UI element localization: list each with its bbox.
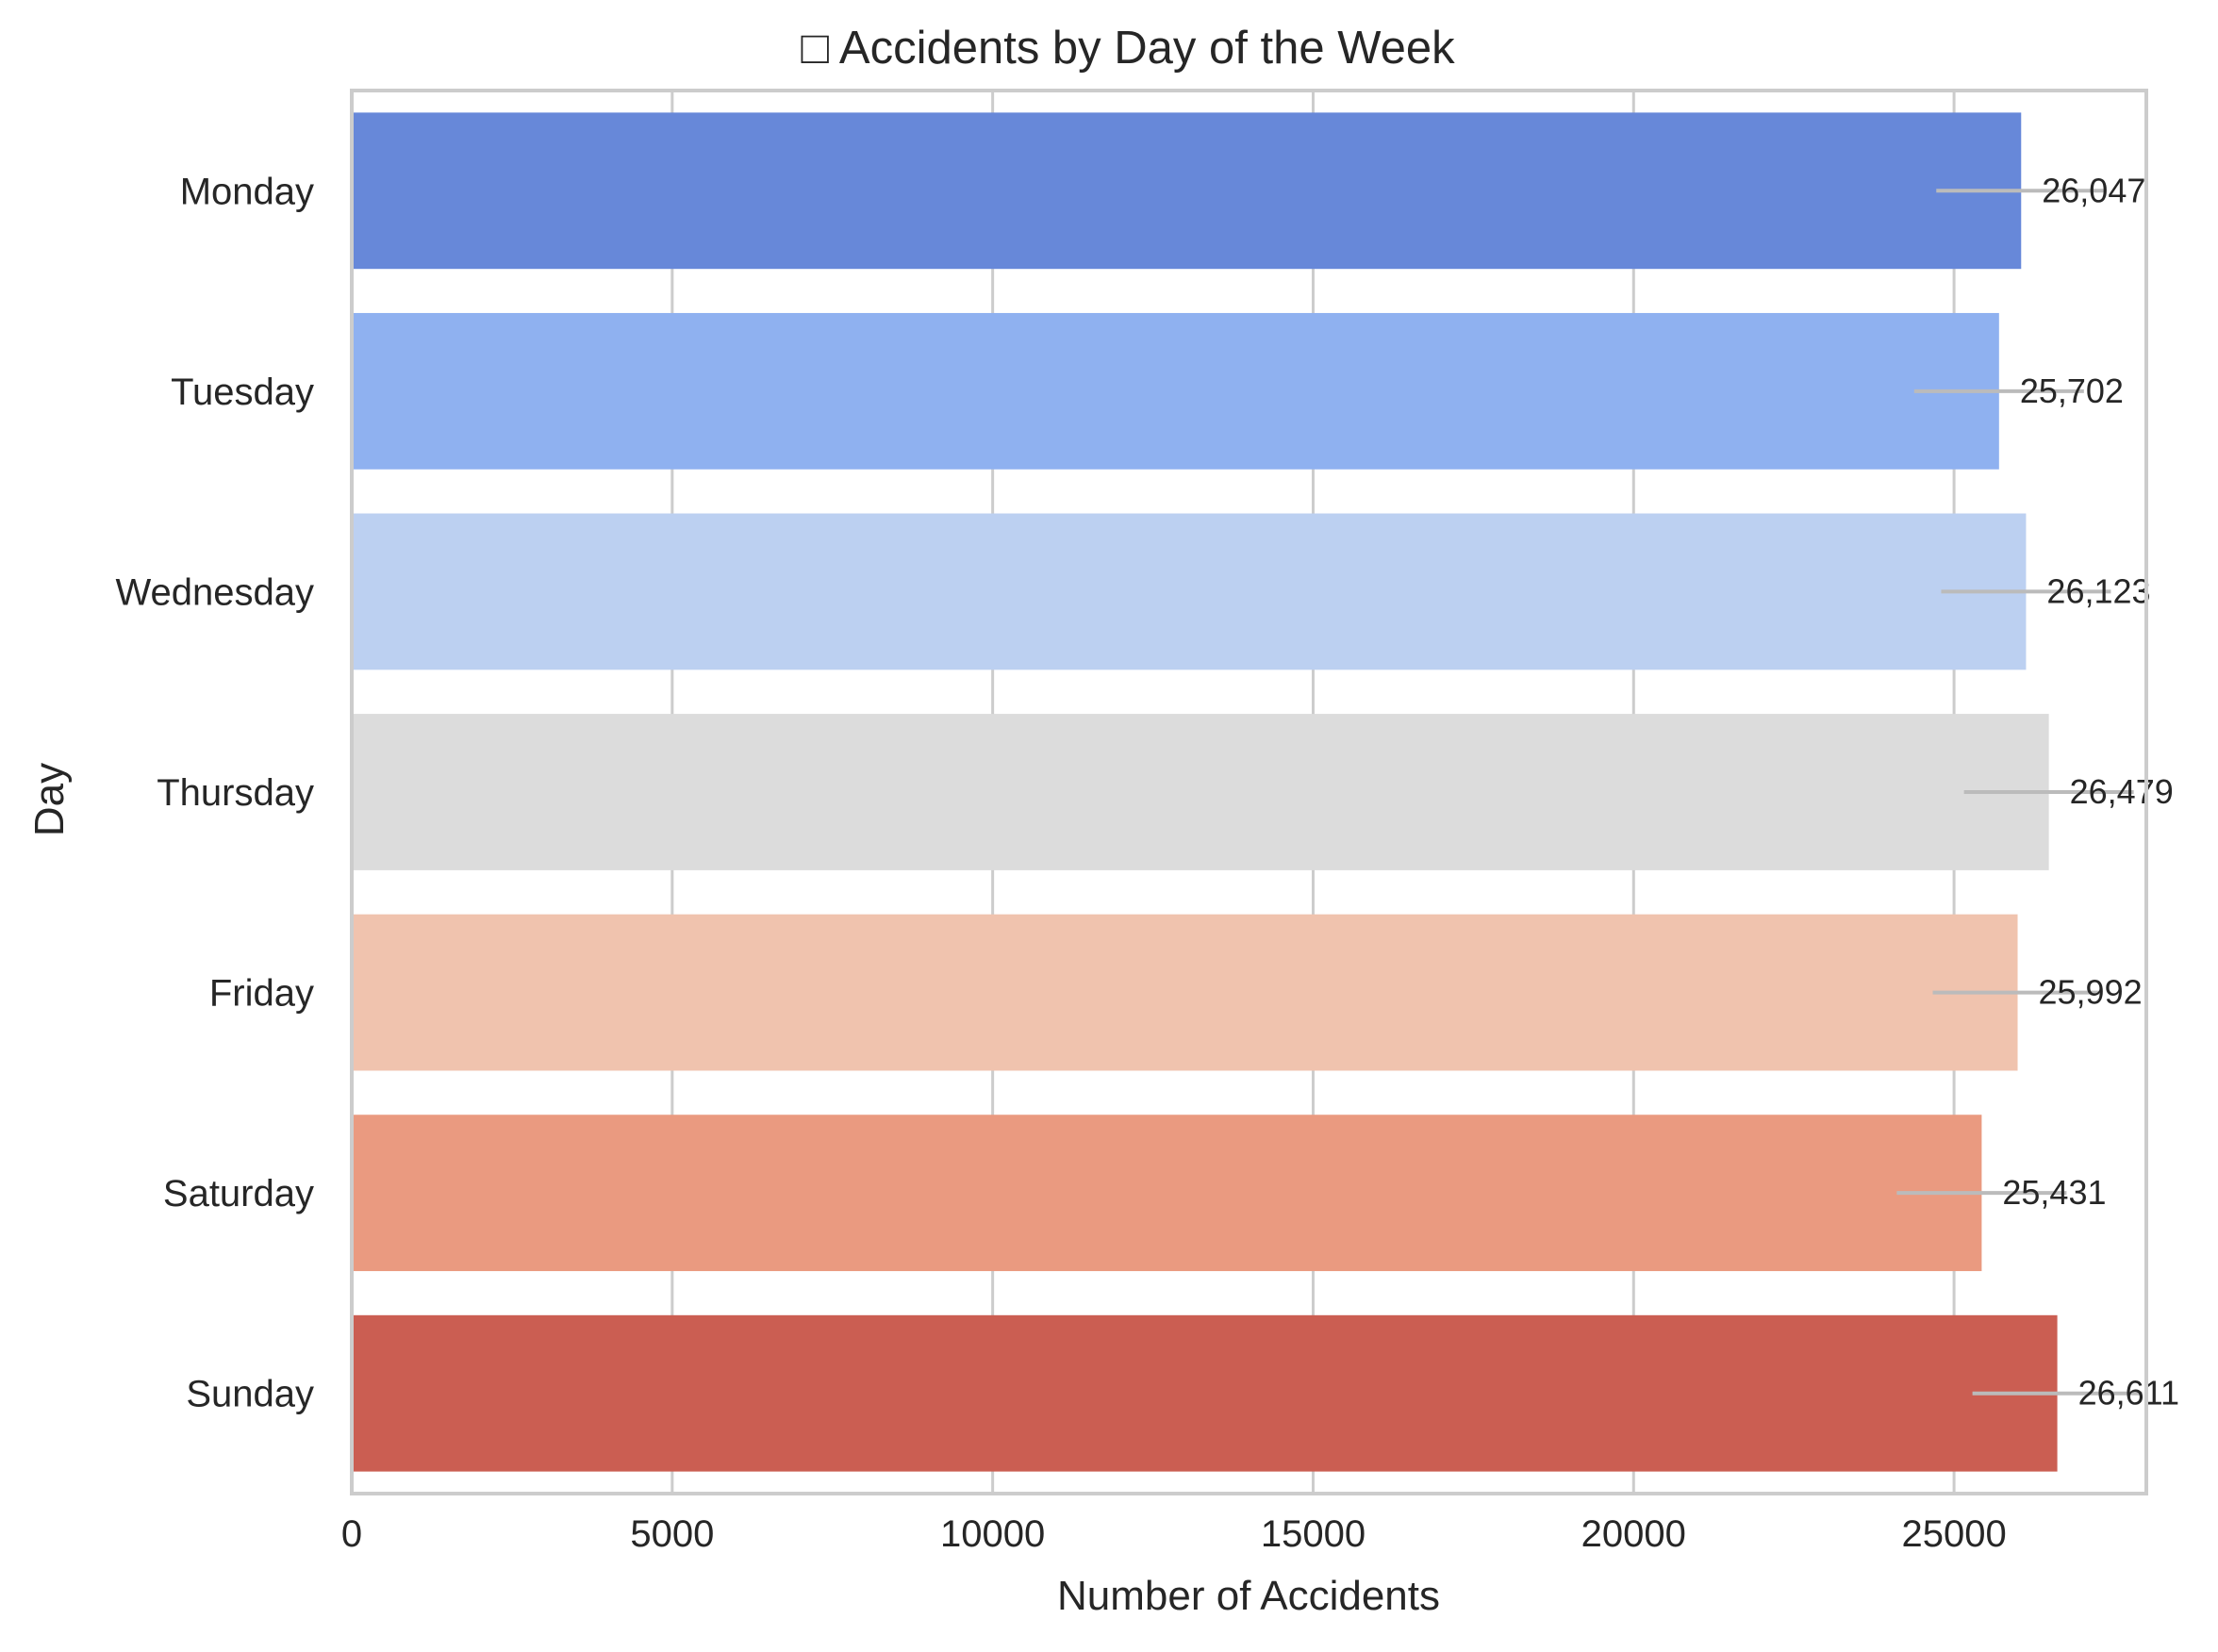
x-tick-label: 15000 [1261,1513,1366,1555]
plot-frame [350,89,2148,1495]
x-tick-label: 0 [341,1513,362,1555]
data-label-wednesday: 26,123 [2046,571,2150,610]
y-axis-label: Day [26,763,73,836]
data-label-monday: 26,047 [2042,171,2145,209]
y-tick-label-friday: Friday [209,973,314,1015]
bar-friday [352,914,2018,1071]
bar-tuesday [352,312,1999,470]
y-tick-label-saturday: Saturday [163,1173,314,1214]
bar-thursday [352,714,2049,870]
data-labels: 26,047 25,702 26,123 26,479 25,992 25,431 26,6… [2002,171,2179,1412]
x-axis-label: Number of Accidents [1057,1573,1440,1619]
chart-title: □ Accidents by Day of the Week [801,23,1455,74]
data-label-friday: 25,992 [2039,973,2143,1012]
bar-monday [352,112,2022,270]
y-tick-label-wednesday: Wednesday [115,571,314,613]
y-tick-label-monday: Monday [180,171,314,212]
data-label-tuesday: 25,702 [2020,372,2124,410]
y-tick-label-tuesday: Tuesday [171,372,314,413]
y-tick-label-sunday: Sunday [186,1374,314,1415]
bar-sunday [352,1314,2058,1472]
bars [352,112,2058,1472]
data-label-thursday: 26,479 [2070,772,2174,811]
error-bars [1896,189,2143,1396]
y-tick-labels: Monday Tuesday Wednesday Thursday Friday Satu… [115,171,314,1414]
y-tick-label-thursday: Thursday [157,772,314,814]
x-tick-labels: 0 5000 10000 15000 20000 25000 [341,1513,2007,1555]
x-tick-label: 10000 [940,1513,1045,1555]
x-tick-label: 20000 [1581,1513,1686,1555]
x-tick-label: 25000 [1901,1513,2006,1555]
x-tick-label: 5000 [630,1513,714,1555]
bar-wednesday [352,513,2027,670]
bar-saturday [352,1115,1982,1272]
data-label-sunday: 26,611 [2078,1374,2179,1412]
data-label-saturday: 25,431 [2002,1173,2106,1212]
